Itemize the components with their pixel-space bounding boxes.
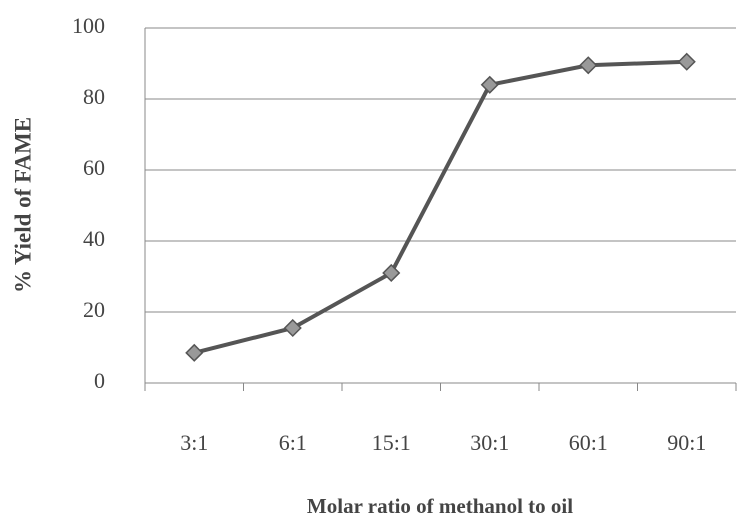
x-tick-label: 30:1 <box>470 430 509 455</box>
chart: % Yield of FAME Molar ratio of methanol … <box>0 0 741 524</box>
x-tick-label: 15:1 <box>372 430 411 455</box>
background <box>0 0 741 524</box>
y-tick-label: 100 <box>72 13 105 38</box>
y-tick-label: 60 <box>83 155 105 180</box>
y-tick-label: 40 <box>83 226 105 251</box>
y-axis-title: % Yield of FAME <box>10 117 35 293</box>
x-axis-title: Molar ratio of methanol to oil <box>307 494 573 518</box>
y-tick-label: 0 <box>94 368 105 393</box>
y-tick-label: 80 <box>83 84 105 109</box>
x-tick-label: 60:1 <box>569 430 608 455</box>
x-tick-label: 90:1 <box>667 430 706 455</box>
y-tick-label: 20 <box>83 297 105 322</box>
x-tick-label: 6:1 <box>279 430 307 455</box>
x-tick-label: 3:1 <box>180 430 208 455</box>
